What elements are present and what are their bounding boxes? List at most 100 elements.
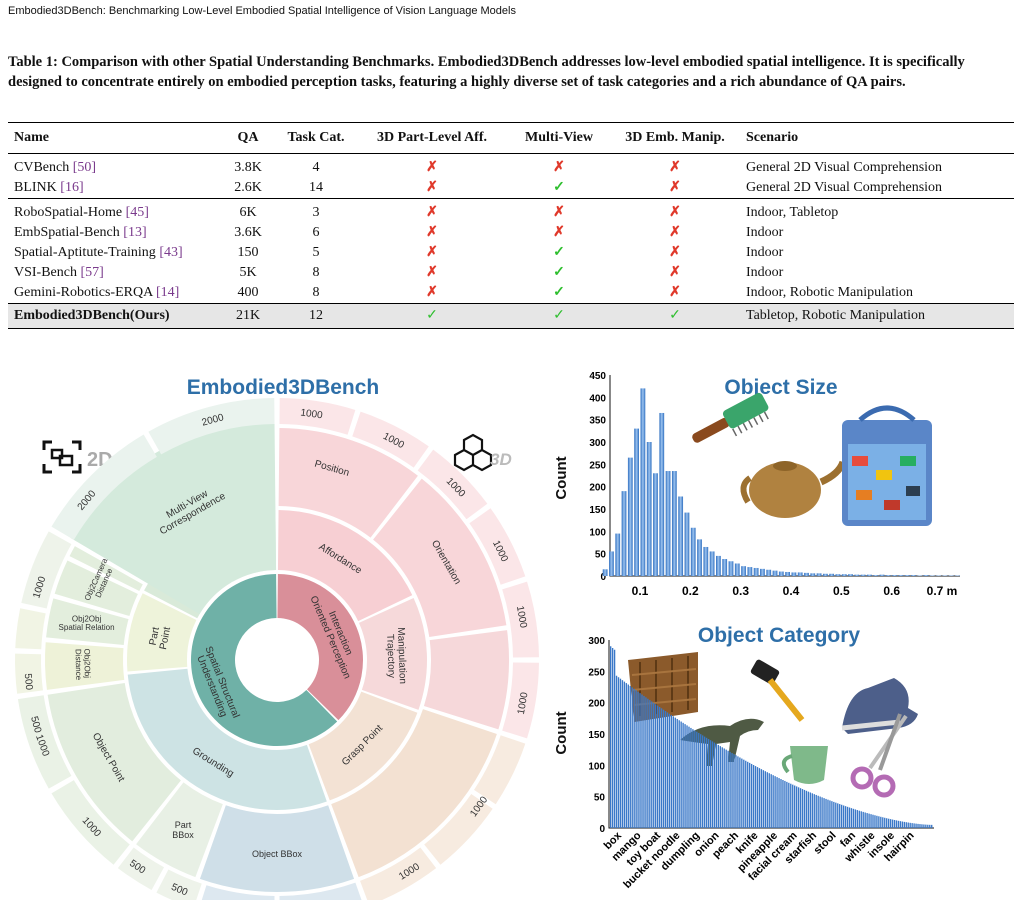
row-multi-view: ✓ — [553, 285, 565, 300]
size-ytick: 350 — [589, 416, 606, 427]
row-scenario: Tabletop, Robotic Manipulation — [740, 303, 1014, 329]
bracket-2d-icon — [42, 440, 82, 474]
category-bar — [817, 795, 819, 828]
size-xtick: 0.5 — [833, 584, 850, 598]
category-bar — [762, 770, 765, 828]
size-ytick: 400 — [589, 393, 606, 404]
category-bar — [631, 687, 633, 828]
size-bar — [703, 546, 709, 576]
col-part-aff: 3D Part-Level Aff. — [356, 122, 508, 154]
count-segment — [502, 662, 539, 739]
citation-link[interactable]: [43] — [159, 245, 183, 260]
size-bar — [911, 575, 916, 576]
brush-icon — [692, 392, 769, 443]
middle-segment — [308, 691, 418, 801]
row-multi-view: ✗ — [508, 198, 610, 223]
category-bar — [886, 818, 888, 828]
size-bar — [621, 491, 627, 576]
size-bar — [854, 574, 860, 576]
category-bar — [662, 709, 665, 828]
category-bar — [653, 702, 655, 828]
category-bar — [766, 772, 768, 828]
category-bar — [862, 811, 864, 828]
category-bar — [917, 823, 919, 828]
category-bar — [768, 773, 770, 828]
size-bar — [841, 574, 847, 576]
row-name: EmbSpatial-Bench [13] — [8, 223, 220, 243]
citation-link[interactable]: [50] — [72, 160, 97, 175]
category-bar — [780, 779, 782, 828]
middle-label: ManipulationTrajectory — [384, 627, 408, 684]
row-part-aff: ✗ — [356, 198, 508, 223]
row-task-cat: 6 — [312, 225, 320, 240]
category-bar — [660, 708, 663, 828]
category-ytick: 250 — [588, 667, 605, 678]
category-bar — [840, 804, 843, 828]
category-bar — [703, 736, 706, 828]
category-bar — [707, 739, 710, 828]
citation-link[interactable]: [57] — [80, 265, 104, 280]
size-bar — [766, 569, 772, 576]
category-bar — [702, 735, 704, 828]
row-name: RoboSpatial-Home [45] — [8, 198, 220, 223]
citation-link[interactable]: [14] — [155, 285, 180, 300]
part-point-outer-segment — [45, 642, 125, 690]
category-bar — [774, 776, 776, 828]
size-ytick: 0 — [600, 572, 606, 583]
category-bar — [733, 754, 735, 828]
citation-link[interactable]: [45] — [125, 205, 149, 220]
size-bar — [816, 573, 822, 576]
category-bar — [623, 681, 626, 828]
count-segment — [360, 847, 437, 900]
count-label: 500 — [22, 673, 34, 691]
size-xtick: 0.6 — [883, 584, 900, 598]
size-bar — [709, 551, 715, 576]
col-emb-manip: 3D Emb. Manip. — [610, 122, 740, 154]
grasp-outer-segment — [331, 709, 497, 878]
row-scenario: Indoor, Tabletop — [740, 198, 1014, 223]
count-label: 1000 — [514, 605, 529, 629]
category-bar — [627, 684, 629, 828]
citation-link[interactable]: [16] — [60, 180, 84, 195]
category-bar — [745, 760, 747, 828]
count-segment — [201, 885, 275, 900]
category-bar — [713, 742, 716, 828]
size-bar — [885, 575, 891, 576]
category-bar — [839, 804, 841, 828]
row-name: Embodied3DBench(Ours) — [8, 303, 220, 329]
row-emb-manip: ✗ — [669, 160, 681, 175]
category-bar — [786, 781, 788, 828]
size-bar — [785, 571, 790, 576]
category-bar — [813, 794, 815, 828]
row-task-cat: 5 — [312, 245, 320, 260]
size-ytick: 300 — [589, 438, 606, 449]
row-task-cat: 3 — [276, 198, 356, 223]
category-bar — [750, 763, 753, 828]
category-bar — [821, 797, 823, 828]
object-thumbnails — [628, 392, 932, 798]
size-xtick: 0.7 m — [927, 584, 958, 598]
row-name: CVBench [50] — [8, 154, 220, 179]
size-bar — [640, 388, 646, 576]
count-segment — [17, 695, 72, 789]
row-scenario: Indoor — [746, 265, 784, 280]
category-bar — [688, 726, 690, 828]
interaction-perception-segment — [277, 574, 363, 721]
category-bar — [684, 724, 686, 828]
multi-view-segment — [70, 420, 277, 615]
size-bar — [923, 575, 929, 576]
size-ytick: 200 — [589, 483, 606, 494]
citation-link[interactable]: [13] — [123, 225, 147, 240]
size-bar — [734, 563, 740, 576]
category-bar — [790, 783, 792, 828]
benchmark-name: EmbSpatial-Bench — [14, 225, 120, 240]
category-bar — [846, 806, 849, 828]
category-bar — [872, 814, 874, 828]
size-bar — [627, 457, 633, 576]
category-bar — [882, 817, 884, 828]
category-bar — [829, 800, 831, 828]
count-segment — [51, 780, 130, 865]
middle-segment — [127, 593, 197, 672]
category-bar — [794, 785, 796, 828]
category-bar — [856, 810, 859, 828]
